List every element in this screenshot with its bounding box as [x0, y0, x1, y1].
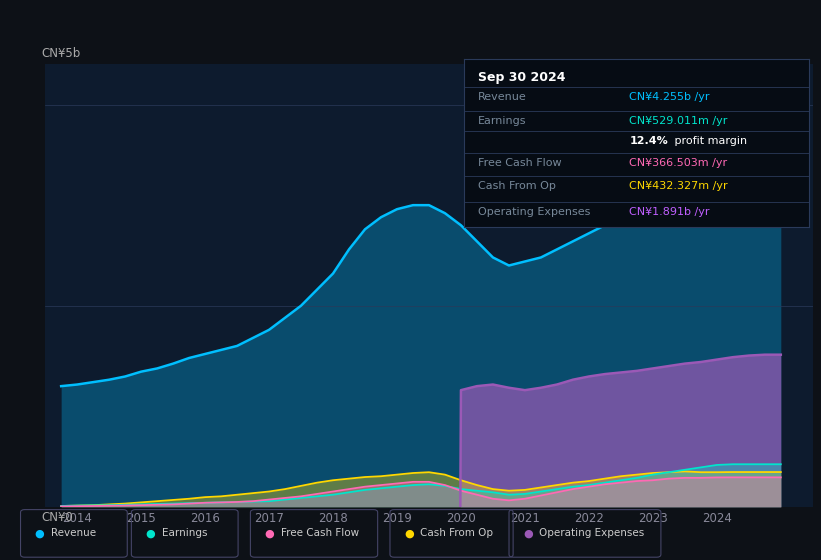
Text: Operating Expenses: Operating Expenses: [478, 207, 590, 217]
Text: Earnings: Earnings: [478, 116, 526, 126]
Text: ●: ●: [34, 529, 44, 538]
Text: 12.4%: 12.4%: [630, 136, 668, 146]
Text: ●: ●: [264, 529, 274, 538]
Text: CN¥1.891b /yr: CN¥1.891b /yr: [630, 207, 710, 217]
Text: CN¥529.011m /yr: CN¥529.011m /yr: [630, 116, 727, 126]
Text: Earnings: Earnings: [162, 529, 207, 538]
Text: CN¥0: CN¥0: [41, 511, 73, 524]
Text: CN¥432.327m /yr: CN¥432.327m /yr: [630, 181, 728, 192]
Text: Free Cash Flow: Free Cash Flow: [478, 158, 562, 168]
Text: ●: ●: [404, 529, 414, 538]
Text: ●: ●: [523, 529, 533, 538]
Text: profit margin: profit margin: [671, 136, 747, 146]
Text: Free Cash Flow: Free Cash Flow: [281, 529, 359, 538]
Text: Sep 30 2024: Sep 30 2024: [478, 71, 565, 83]
Text: Cash From Op: Cash From Op: [420, 529, 493, 538]
Text: ●: ●: [145, 529, 155, 538]
Text: Revenue: Revenue: [51, 529, 96, 538]
Text: Operating Expenses: Operating Expenses: [539, 529, 644, 538]
Text: Revenue: Revenue: [478, 92, 526, 102]
Text: CN¥4.255b /yr: CN¥4.255b /yr: [630, 92, 710, 102]
Text: CN¥366.503m /yr: CN¥366.503m /yr: [630, 158, 727, 168]
Text: CN¥5b: CN¥5b: [41, 47, 80, 60]
Text: Cash From Op: Cash From Op: [478, 181, 556, 192]
